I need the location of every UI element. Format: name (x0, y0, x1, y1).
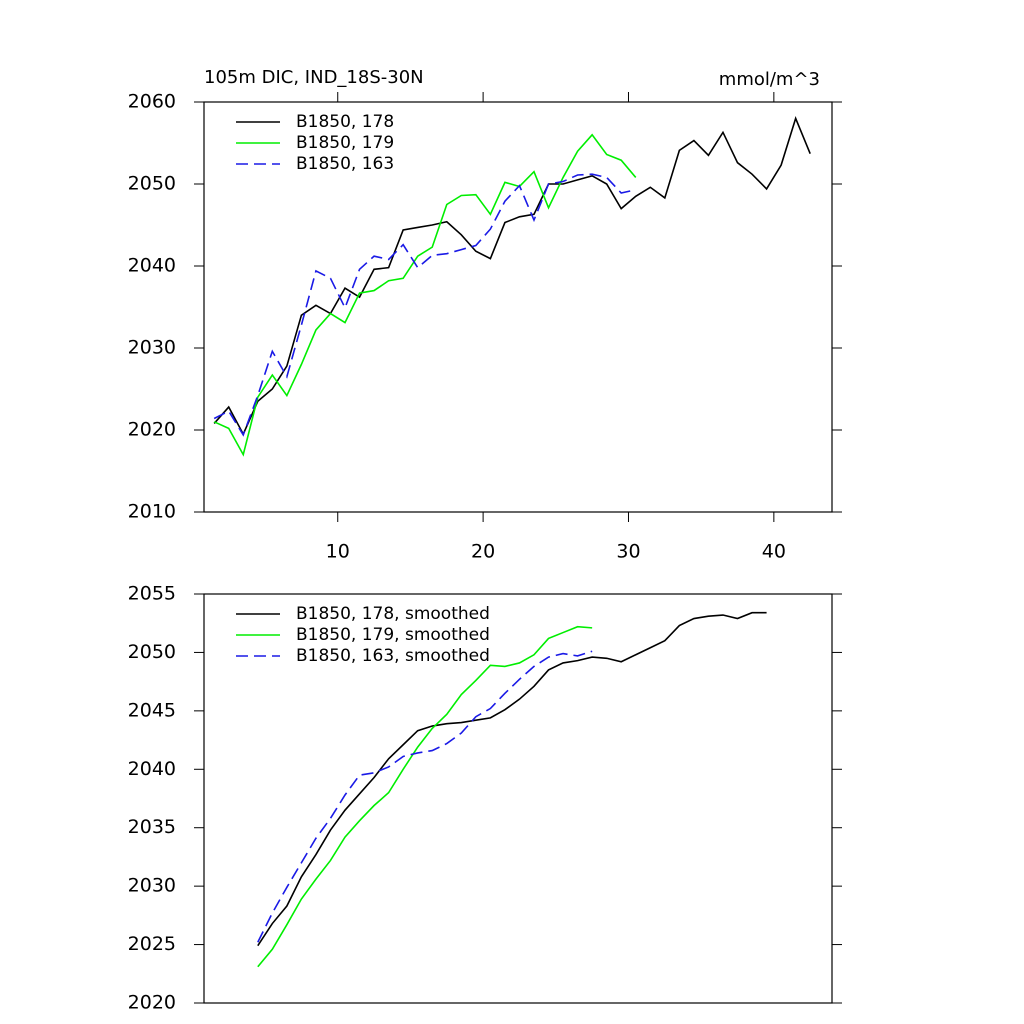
series-line (257, 625, 593, 968)
legend-label: B1850, 163 (296, 154, 394, 174)
plot-frame (203, 101, 833, 513)
y-tick-label: 2020 (128, 419, 176, 441)
series-line (257, 650, 593, 943)
y-tick-label: 2045 (128, 699, 176, 721)
y-tick-label: 2020 (128, 992, 176, 1014)
y-tick-label: 2050 (128, 173, 176, 195)
x-tick-label: 10 (326, 541, 350, 563)
y-tick-label: 2060 (128, 91, 176, 113)
y-tick-label: 2025 (128, 933, 176, 955)
y-tick-label: 2010 (128, 501, 176, 523)
x-tick-label: 40 (762, 541, 786, 563)
y-tick-label: 2035 (128, 816, 176, 838)
y-tick-label: 2030 (128, 337, 176, 359)
legend-label: B1850, 163, smoothed (296, 646, 490, 666)
series-line (213, 133, 637, 457)
legend-label: B1850, 178 (296, 112, 394, 132)
plot-frame (203, 593, 833, 1004)
series-line (257, 611, 767, 947)
y-tick-label: 2055 (128, 583, 176, 605)
x-tick-label: 20 (471, 541, 495, 563)
y-tick-label: 2030 (128, 875, 176, 897)
x-tick-label: 30 (616, 541, 640, 563)
units-label: mmol/m^3 (719, 69, 820, 90)
series-line (213, 173, 636, 437)
chart-title: 105m DIC, IND_18S-30N (204, 67, 424, 88)
series-line (213, 116, 811, 436)
legend-label: B1850, 179 (296, 133, 394, 153)
legend-label: B1850, 179, smoothed (296, 625, 490, 645)
y-tick-label: 2040 (128, 758, 176, 780)
y-tick-label: 2040 (128, 255, 176, 277)
y-tick-label: 2050 (128, 641, 176, 663)
legend-label: B1850, 178, smoothed (296, 604, 490, 624)
